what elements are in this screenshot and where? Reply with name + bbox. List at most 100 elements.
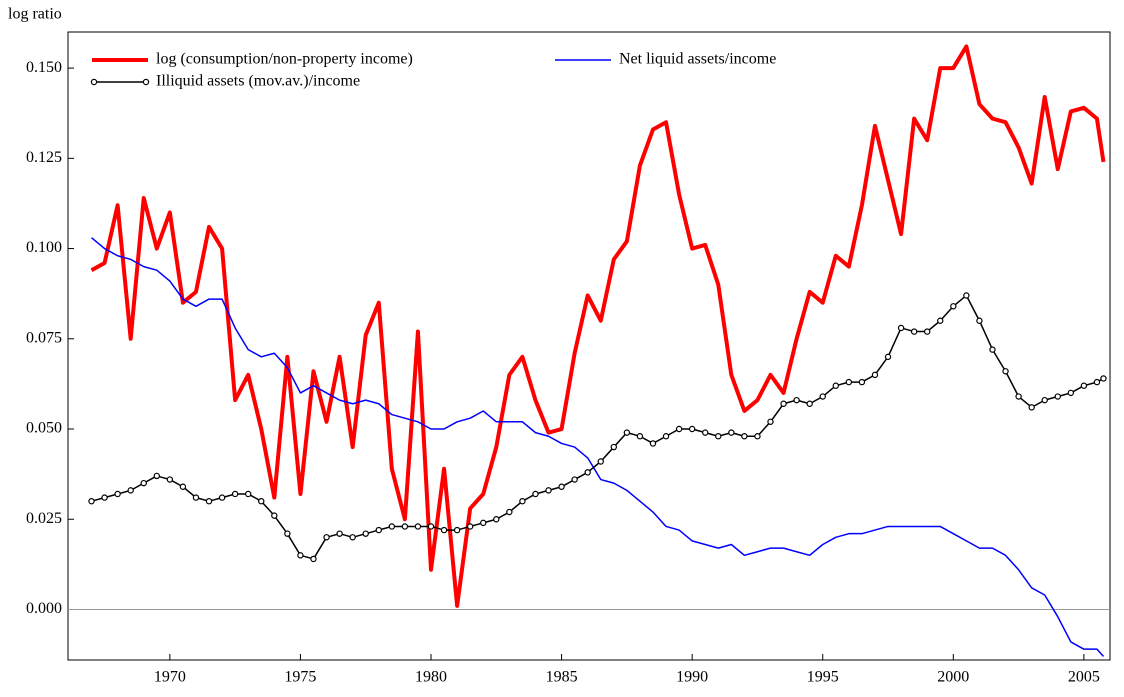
series-marker: [1067, 389, 1075, 397]
series-marker: [1100, 375, 1107, 382]
series-marker: [127, 487, 134, 494]
series-marker: [466, 523, 474, 530]
series-marker: [166, 476, 174, 483]
series-marker: [610, 443, 618, 451]
series-marker: [897, 324, 905, 332]
series-marker: [140, 479, 147, 487]
series-marker: [597, 458, 604, 465]
y-axis-label: log ratio: [8, 6, 62, 23]
x-tick-label: 1970: [154, 669, 186, 686]
plot-frame: [67, 31, 1111, 661]
series-marker: [702, 429, 709, 436]
legend-label: Illiquid assets (mov.av.)/income: [156, 73, 360, 90]
series-marker: [950, 303, 957, 310]
series-marker: [88, 497, 95, 505]
legend-label: log (consumption/non-property income): [156, 51, 413, 68]
series-marker: [884, 353, 892, 361]
series-marker: [114, 490, 121, 498]
series-marker: [989, 346, 996, 353]
series-marker: [910, 328, 918, 335]
legend-marker: [90, 78, 98, 86]
series-marker: [179, 483, 187, 490]
series-line: [91, 294, 1104, 560]
series-marker: [532, 490, 539, 498]
series-marker: [728, 429, 735, 436]
series-marker: [388, 523, 396, 530]
series-marker: [675, 425, 683, 433]
series-marker: [937, 317, 944, 324]
series-marker: [231, 490, 239, 498]
series-marker: [258, 497, 265, 505]
series-marker: [1093, 378, 1101, 386]
series-marker: [558, 483, 565, 490]
series-marker: [1015, 393, 1022, 400]
series-marker: [271, 512, 278, 519]
series-marker: [584, 469, 591, 476]
x-tick-label: 1985: [546, 669, 578, 686]
series-marker: [715, 433, 722, 440]
series-marker: [571, 476, 578, 483]
series-marker: [741, 433, 748, 440]
series-marker: [754, 433, 761, 440]
series-marker: [923, 328, 931, 335]
series-marker: [649, 440, 657, 447]
series-marker: [244, 490, 252, 498]
series-marker: [976, 317, 983, 324]
series-marker: [153, 472, 160, 480]
x-tick-label: 1980: [415, 669, 447, 686]
series-marker: [401, 523, 409, 530]
series-marker: [414, 523, 422, 530]
series-marker: [1054, 393, 1061, 400]
series-marker: [284, 530, 291, 537]
series-marker: [688, 425, 696, 433]
series-marker: [192, 494, 200, 501]
series-marker: [101, 494, 108, 501]
y-tick-label: 0.075: [26, 329, 62, 346]
series-marker: [349, 534, 356, 541]
series-marker: [832, 382, 839, 389]
series-marker: [845, 378, 853, 386]
y-tick-label: 0.050: [26, 420, 62, 437]
y-tick-label: 0.025: [26, 510, 62, 527]
series-marker: [362, 530, 369, 537]
series-line: [91, 237, 1105, 657]
series-marker: [806, 400, 813, 407]
series-marker: [545, 487, 552, 494]
x-tick-label: 1995: [807, 669, 839, 686]
series-marker: [793, 396, 800, 404]
x-tick-label: 1975: [284, 669, 316, 686]
series-marker: [767, 418, 774, 425]
series-marker: [506, 508, 513, 516]
series-marker: [662, 433, 670, 440]
series-marker: [440, 526, 448, 534]
x-tick-label: 2000: [937, 669, 969, 686]
series-marker: [218, 494, 226, 501]
series-marker: [780, 400, 787, 407]
series-marker: [427, 523, 435, 530]
legend-label: Net liquid assets/income: [619, 51, 776, 68]
series-marker: [623, 429, 631, 436]
series-marker: [1028, 404, 1035, 411]
series-marker: [1002, 368, 1009, 375]
series-line: [90, 44, 1106, 608]
series-marker: [480, 519, 487, 527]
y-tick-label: 0.125: [26, 149, 62, 166]
legend-box: [88, 47, 780, 95]
series-marker: [1080, 382, 1088, 389]
y-tick-label: 0.100: [26, 239, 62, 256]
series-marker: [858, 378, 866, 386]
series-marker: [963, 292, 970, 299]
series-marker: [519, 497, 526, 505]
series-marker: [819, 393, 826, 400]
legend-marker: [142, 78, 150, 86]
x-tick-label: 2005: [1068, 669, 1100, 686]
series-marker: [205, 497, 213, 505]
series-marker: [297, 552, 304, 559]
y-tick-label: 0.150: [26, 59, 62, 76]
series-marker: [871, 371, 879, 379]
series-marker: [1041, 396, 1048, 404]
series-marker: [323, 534, 330, 541]
series-marker: [493, 516, 500, 523]
